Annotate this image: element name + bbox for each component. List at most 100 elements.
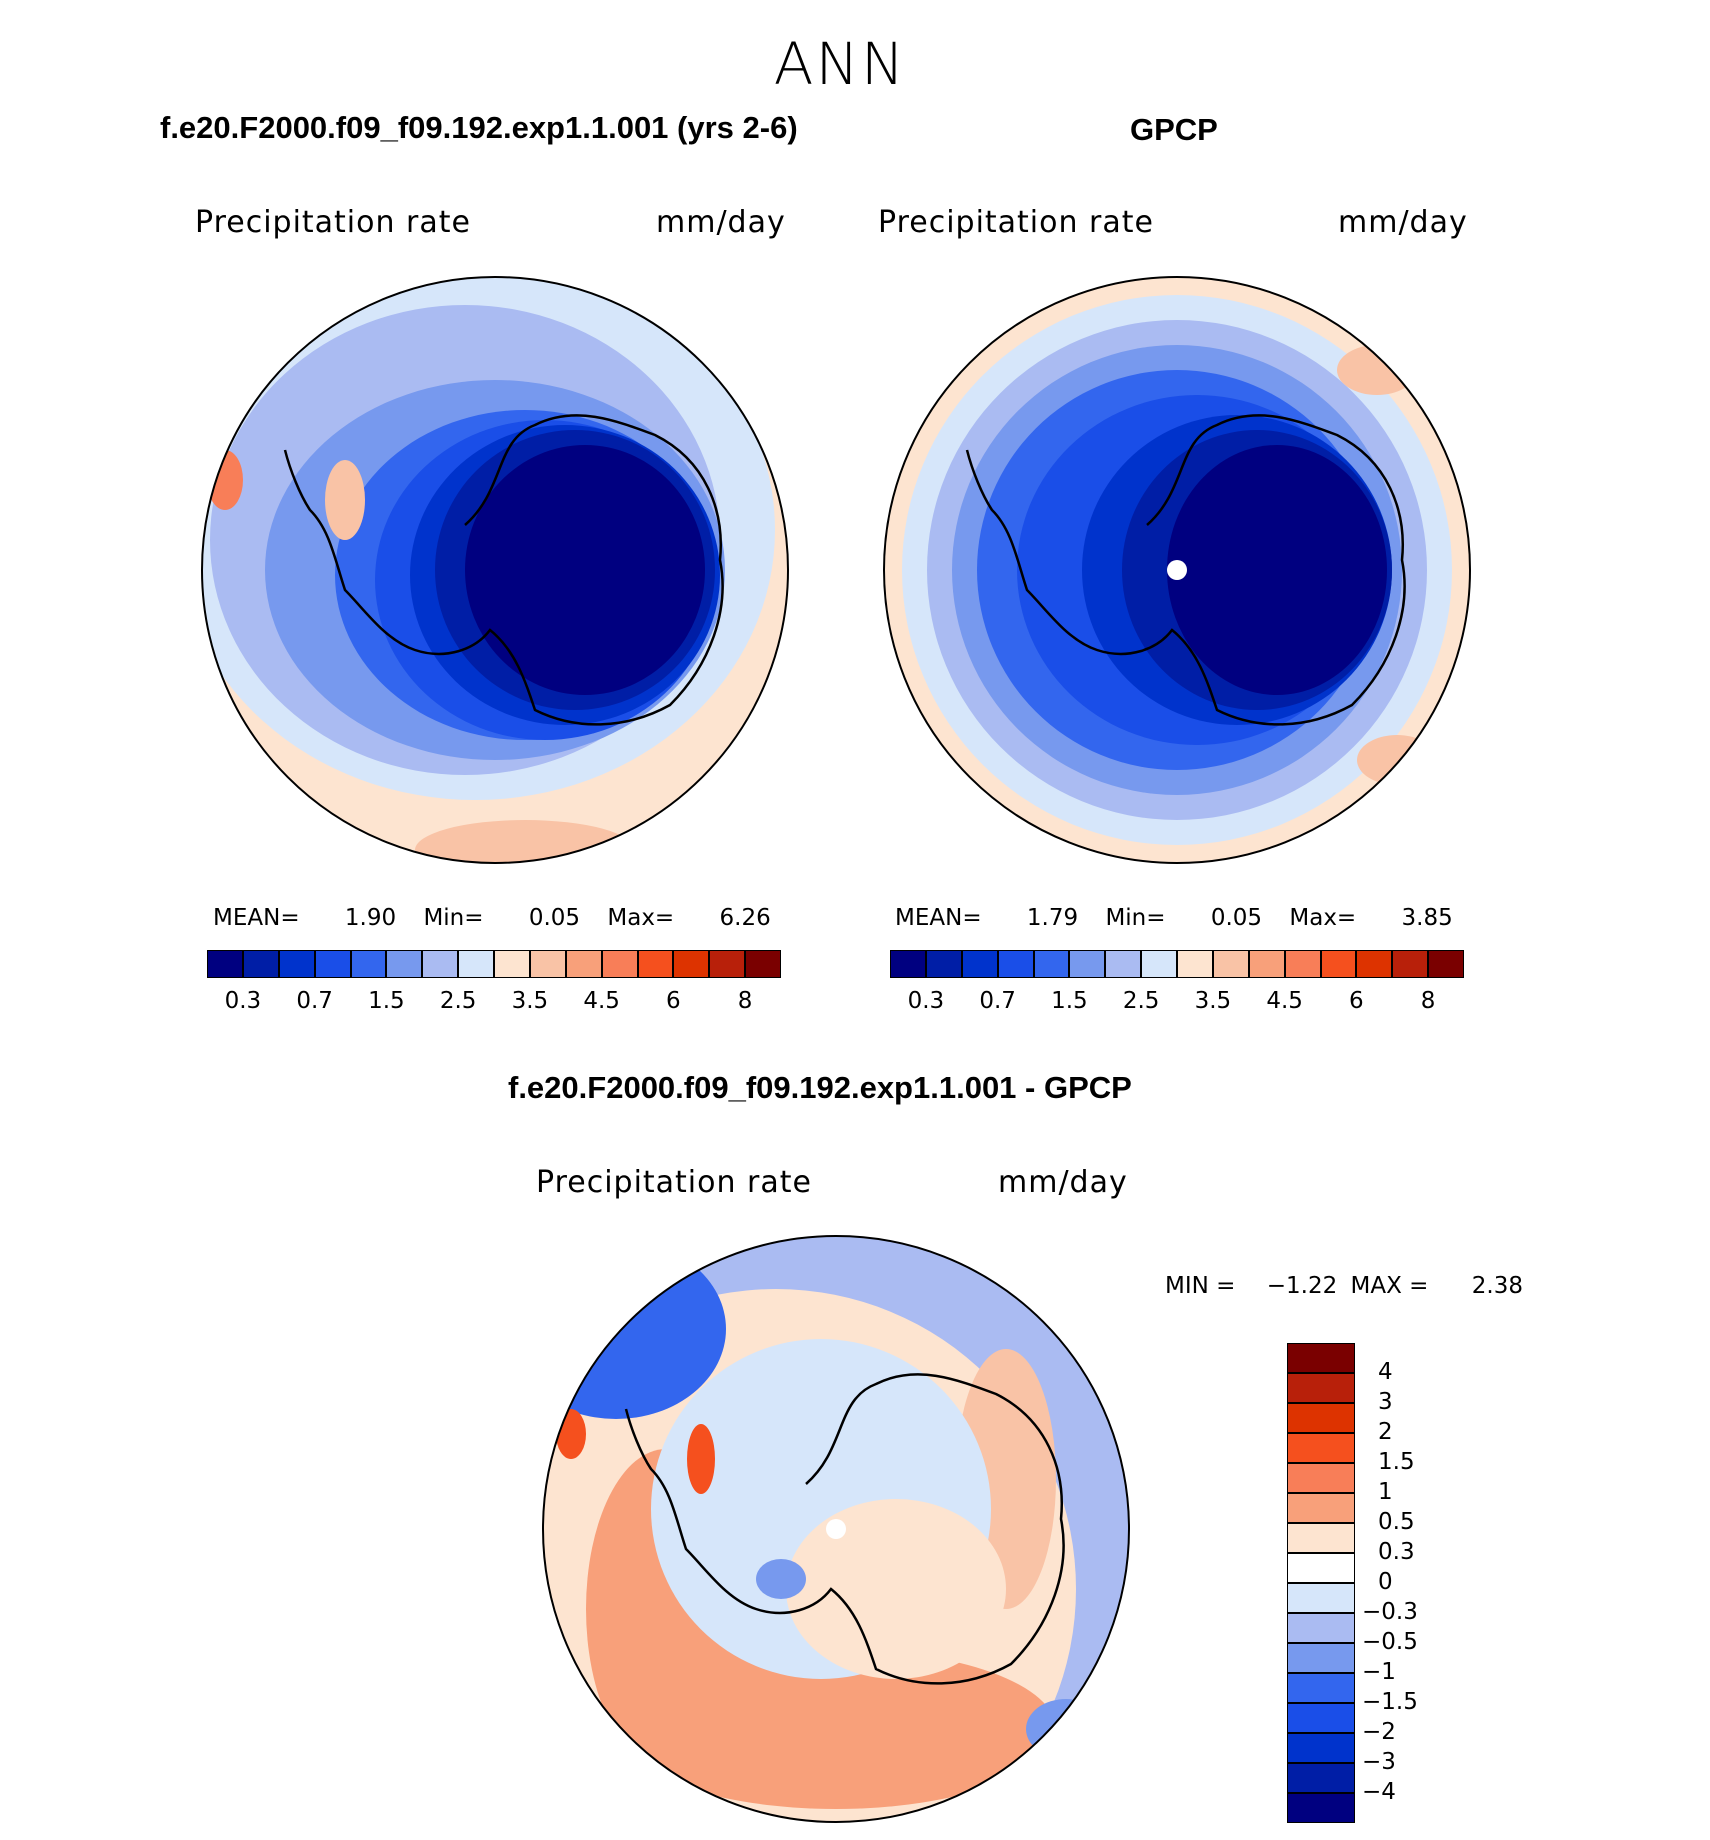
diff-panel-title: f.e20.F2000.f09_f09.192.exp1.1.001 - GPC… [508, 1070, 1132, 1105]
left-polar-map [201, 276, 789, 864]
right-colorbar-cell [1105, 950, 1142, 978]
left-colorbar-labels: 0.3 0.7 1.5 2.5 3.5 4.5 6 8 [207, 988, 781, 1018]
right-colorbar-cell [1320, 950, 1357, 978]
right-colorbar-tick-label: 3.5 [1194, 988, 1232, 1014]
right-colorbar-cell [1356, 950, 1393, 978]
right-colorbar-cell [890, 950, 926, 978]
diff-colorbar-cell [1287, 1493, 1355, 1523]
diff-colorbar-tick-label: −1.5 [1362, 1689, 1418, 1715]
left-colorbar-cell [207, 950, 243, 978]
right-colorbar-cell [1428, 950, 1464, 978]
left-colorbar-tick-label: 4.5 [583, 988, 620, 1014]
right-colorbar-labels: 0.3 0.7 1.5 2.5 3.5 4.5 6 8 [890, 988, 1464, 1018]
diff-polar-map [542, 1235, 1130, 1823]
left-max-label: Max= [607, 905, 675, 931]
left-colorbar-cell [422, 950, 459, 978]
left-colorbar-cell [637, 950, 674, 978]
left-mean-label: MEAN= [213, 905, 300, 931]
right-polar-map [883, 276, 1471, 864]
left-colorbar-tick-label: 2.5 [439, 988, 477, 1014]
right-colorbar-cell [1284, 950, 1321, 978]
right-colorbar-tick-label: 2.5 [1122, 988, 1160, 1014]
diff-max-label: MAX = [1350, 1273, 1429, 1299]
left-colorbar-cell [386, 950, 423, 978]
right-colorbar-cell [1141, 950, 1177, 978]
diff-colorbar-cell [1287, 1763, 1355, 1793]
right-colorbar-cell [997, 950, 1034, 978]
diff-colorbar-cell [1287, 1343, 1355, 1373]
diff-colorbar-cell [1287, 1373, 1355, 1403]
diff-colorbar-tick-label: 0 [1378, 1569, 1393, 1595]
diff-min-label: MIN = [1165, 1273, 1236, 1299]
right-colorbar-cell [1177, 950, 1213, 978]
left-variable-label: Precipitation rate [195, 205, 471, 240]
left-mean-value: 1.90 [344, 905, 397, 931]
diff-colorbar-cell [1287, 1583, 1355, 1613]
left-colorbar-tick-label: 0.3 [224, 988, 262, 1014]
diff-variable-label: Precipitation rate [536, 1165, 812, 1200]
right-colorbar-cell [1033, 950, 1070, 978]
diff-colorbar-cell [1287, 1673, 1355, 1703]
left-colorbar-cell [314, 950, 351, 978]
left-colorbar-tick-label: 0.7 [296, 988, 333, 1014]
left-colorbar-cell [673, 950, 710, 978]
diff-colorbar-cell [1287, 1403, 1355, 1433]
left-min-value: 0.05 [528, 905, 581, 931]
left-stats: MEAN= 1.90 Min= 0.05 Max= 6.26 [213, 905, 771, 931]
diff-colorbar-cell [1287, 1613, 1355, 1643]
left-colorbar-cell [494, 950, 530, 978]
diff-colorbar [1287, 1343, 1355, 1823]
left-colorbar-tick-label: 8 [737, 988, 753, 1014]
right-colorbar-cell [1392, 950, 1429, 978]
diff-colorbar-tick-label: 1 [1378, 1479, 1393, 1505]
diff-colorbar-cell [1287, 1433, 1355, 1463]
right-colorbar [890, 950, 1464, 978]
left-max-value: 6.26 [719, 905, 771, 931]
right-min-value: 0.05 [1210, 905, 1263, 931]
right-panel-title: GPCP [1130, 112, 1218, 147]
right-colorbar-tick-label: 8 [1420, 988, 1436, 1014]
diff-colorbar-cell [1287, 1703, 1355, 1733]
left-min-label: Min= [423, 905, 484, 931]
left-colorbar-cell [709, 950, 746, 978]
right-colorbar-tick-label: 0.3 [907, 988, 945, 1014]
diff-units-label: mm/day [998, 1165, 1128, 1200]
diff-colorbar-tick-label: −3 [1362, 1749, 1396, 1775]
right-units-label: mm/day [1338, 205, 1468, 240]
diff-colorbar-cell [1287, 1553, 1355, 1583]
diff-colorbar-tick-label: 3 [1378, 1389, 1393, 1415]
right-colorbar-tick-label: 6 [1349, 988, 1364, 1014]
left-colorbar-cell [458, 950, 494, 978]
right-stats: MEAN= 1.79 Min= 0.05 Max= 3.85 [895, 905, 1453, 931]
diff-colorbar-tick-label: 4 [1378, 1359, 1393, 1385]
diff-colorbar-cell [1287, 1523, 1355, 1553]
diff-colorbar-cell [1287, 1793, 1355, 1823]
left-colorbar-cell [350, 950, 387, 978]
right-colorbar-cell [961, 950, 998, 978]
left-colorbar-cell [601, 950, 638, 978]
season-title: ANN [773, 30, 907, 98]
right-colorbar-tick-label: 0.7 [979, 988, 1016, 1014]
diff-colorbar-cell [1287, 1733, 1355, 1763]
left-colorbar-cell [745, 950, 781, 978]
right-colorbar-tick-label: 4.5 [1266, 988, 1303, 1014]
left-panel-title: f.e20.F2000.f09_f09.192.exp1.1.001 (yrs … [160, 110, 798, 145]
right-min-label: Min= [1105, 905, 1166, 931]
left-colorbar [207, 950, 781, 978]
diff-colorbar-labels: 4 3 2 1.5 1 0.5 0.3 0 −0.3 −0.5 −1 −1.5 −2 −3 −4 [1362, 1343, 1462, 1823]
left-colorbar-cell [529, 950, 566, 978]
right-mean-label: MEAN= [895, 905, 982, 931]
right-colorbar-cell [925, 950, 962, 978]
right-max-value: 3.85 [1401, 905, 1453, 931]
right-colorbar-cell [1248, 950, 1285, 978]
left-colorbar-cell [242, 950, 279, 978]
diff-colorbar-tick-label: −0.3 [1362, 1599, 1418, 1625]
left-colorbar-tick-label: 1.5 [368, 988, 405, 1014]
diff-colorbar-tick-label: 1.5 [1378, 1449, 1415, 1475]
diff-colorbar-tick-label: 0.3 [1378, 1539, 1415, 1565]
diff-colorbar-tick-label: −0.5 [1362, 1629, 1418, 1655]
diff-colorbar-cell [1287, 1643, 1355, 1673]
diff-colorbar-tick-label: −4 [1362, 1779, 1396, 1805]
left-units-label: mm/day [656, 205, 786, 240]
left-colorbar-tick-label: 3.5 [511, 988, 549, 1014]
